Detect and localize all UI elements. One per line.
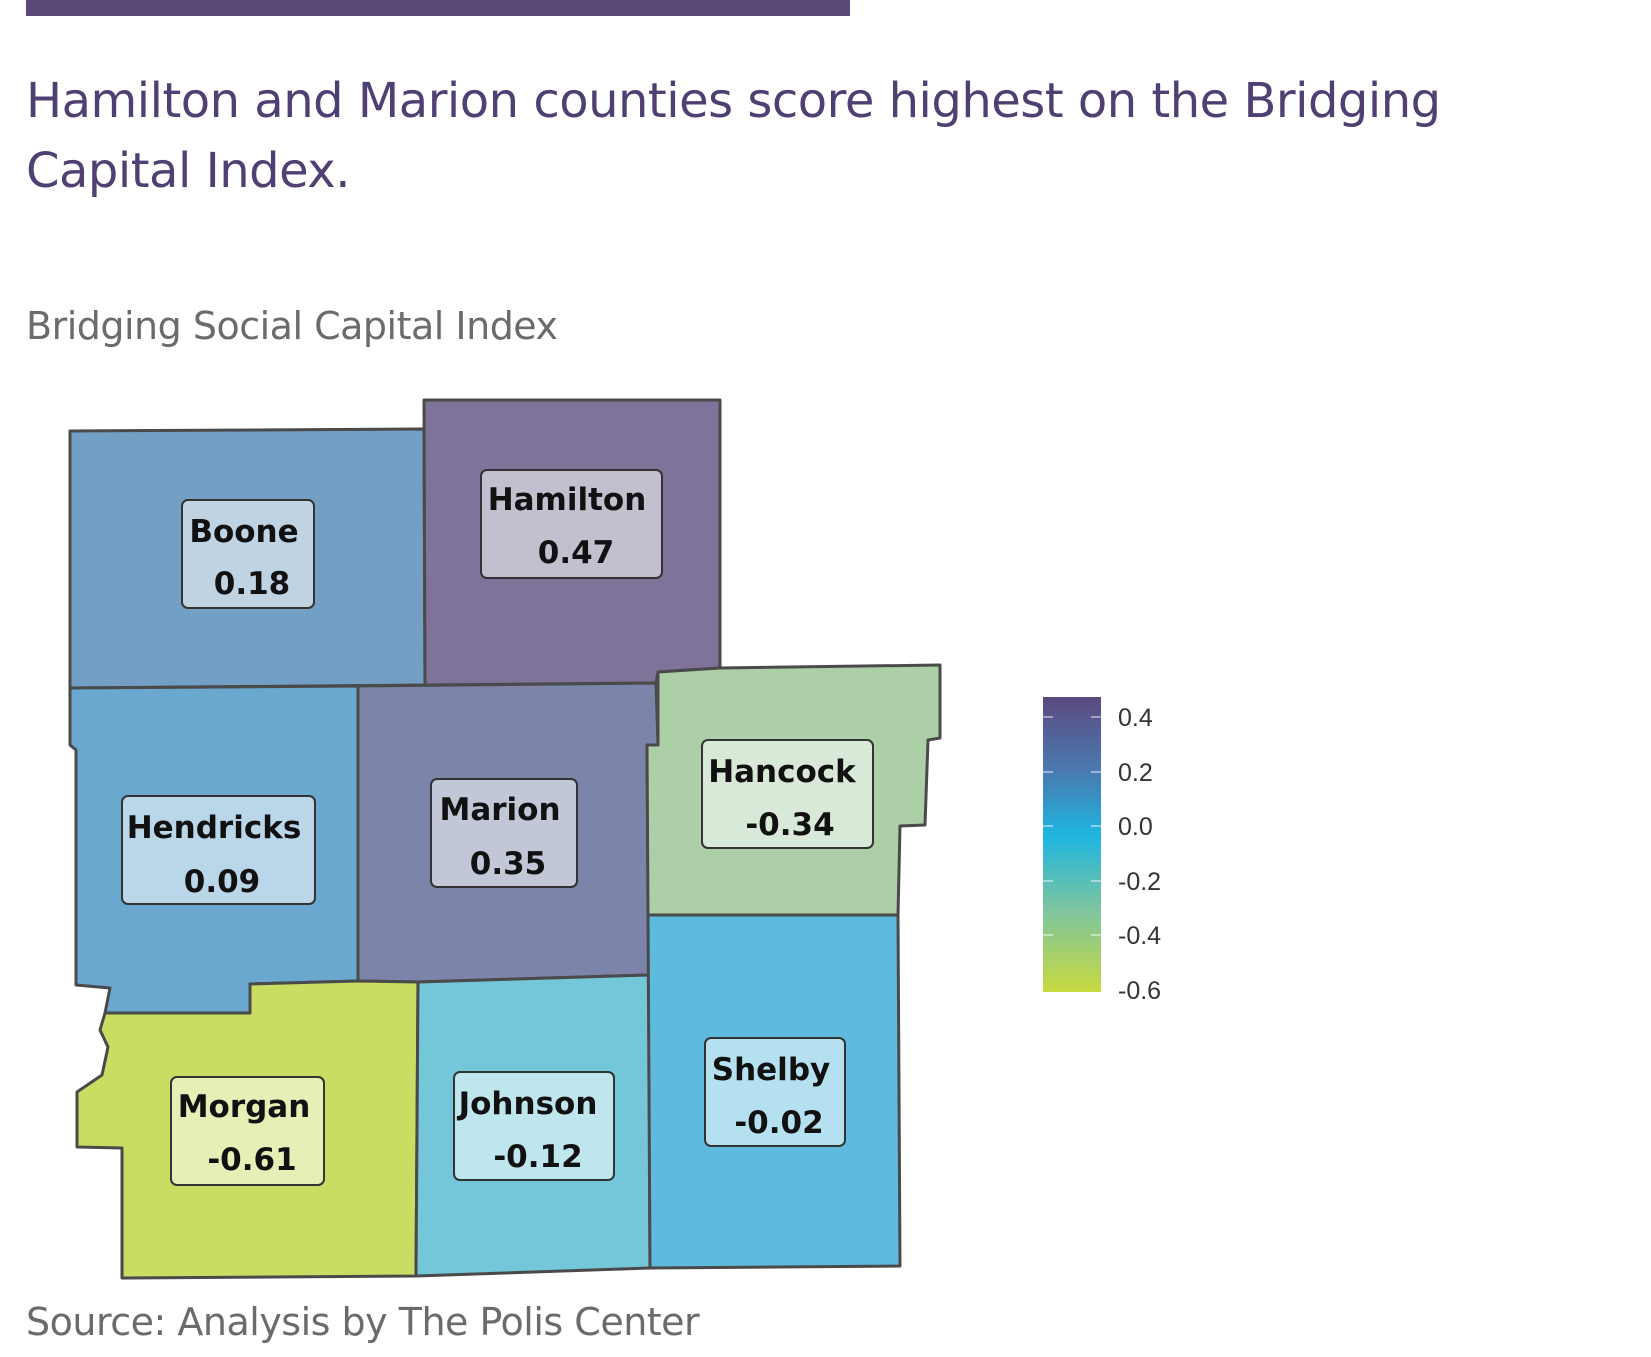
county-name-marion: Marion: [439, 792, 560, 828]
county-name-johnson: Johnson: [457, 1086, 598, 1122]
legend-tick: -0.2: [1118, 868, 1161, 896]
county-label-johnson: Johnson -0.12: [453, 1071, 615, 1181]
map-subtitle: Bridging Social Capital Index: [26, 304, 558, 348]
county-value-morgan: -0.61: [207, 1142, 296, 1178]
county-label-hendricks: Hendricks 0.09: [121, 795, 316, 905]
source-note: Source: Analysis by The Polis Center: [26, 1300, 700, 1344]
legend-tick: 0.0: [1118, 813, 1153, 841]
county-name-hancock: Hancock: [708, 754, 857, 790]
county-value-hendricks: 0.09: [184, 864, 261, 900]
legend-colorbar: [1043, 697, 1101, 992]
county-name-hamilton: Hamilton: [488, 482, 647, 518]
county-label-boone: Boone 0.18: [181, 499, 315, 609]
county-label-hamilton: Hamilton 0.47: [480, 469, 663, 579]
county-name-shelby: Shelby: [712, 1052, 830, 1088]
county-name-boone: Boone: [189, 514, 298, 550]
legend-tick: -0.6: [1118, 977, 1161, 1005]
county-value-boone: 0.18: [214, 566, 291, 602]
legend-tick: -0.4: [1118, 922, 1161, 950]
legend-tick: 0.4: [1118, 704, 1153, 732]
county-label-morgan: Morgan -0.61: [170, 1076, 325, 1186]
accent-bar: [26, 0, 850, 16]
county-value-shelby: -0.02: [734, 1105, 823, 1141]
legend-tick: 0.2: [1118, 759, 1153, 787]
county-label-hancock: Hancock -0.34: [701, 739, 874, 849]
headline: Hamilton and Marion counties score highe…: [26, 73, 1441, 199]
county-value-johnson: -0.12: [493, 1139, 582, 1175]
county-value-hancock: -0.34: [745, 807, 834, 843]
county-value-hamilton: 0.47: [538, 535, 615, 571]
county-value-marion: 0.35: [470, 846, 547, 882]
county-name-morgan: Morgan: [178, 1089, 311, 1125]
county-label-shelby: Shelby -0.02: [704, 1037, 846, 1147]
county-label-marion: Marion 0.35: [430, 778, 578, 888]
color-legend: 0.4 0.2 0.0 -0.2 -0.4 -0.6: [1043, 697, 1161, 1005]
county-name-hendricks: Hendricks: [127, 810, 302, 846]
